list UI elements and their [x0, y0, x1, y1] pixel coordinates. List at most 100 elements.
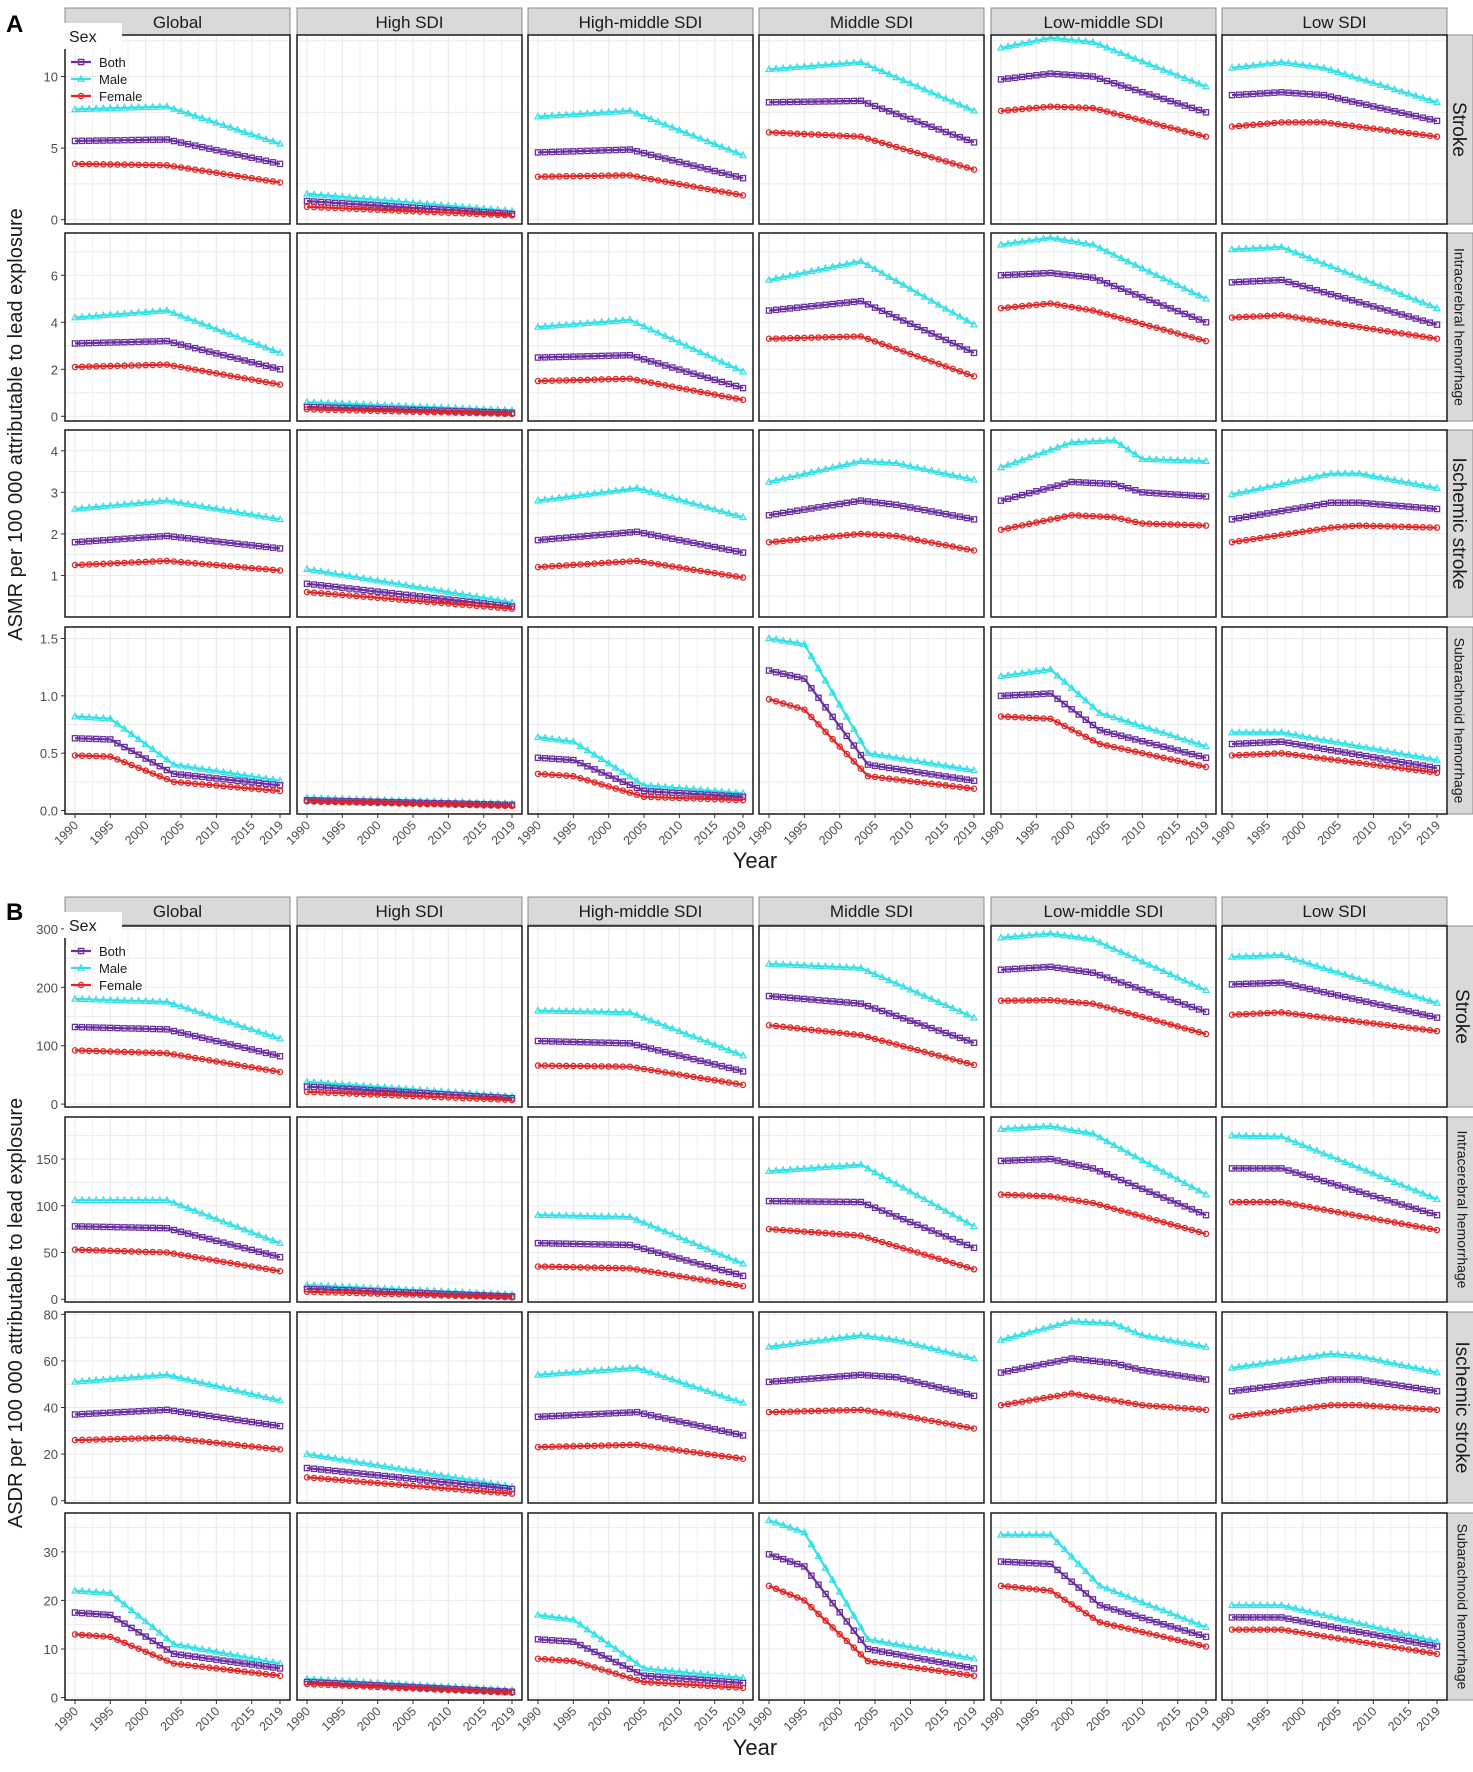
point-male: [247, 510, 256, 518]
point-both: [1363, 752, 1370, 760]
point-female: [829, 333, 836, 341]
point-both: [1082, 273, 1090, 281]
point-male: [863, 60, 872, 69]
point-both: [878, 763, 886, 771]
point-both: [584, 353, 591, 360]
point-male: [373, 195, 382, 203]
point-male: [359, 1081, 368, 1089]
point-both: [963, 136, 971, 144]
point-male: [1376, 473, 1385, 481]
point-female: [534, 173, 542, 180]
point-both: [1146, 739, 1153, 747]
point-male: [1312, 256, 1321, 264]
point-male: [1039, 34, 1048, 43]
point-male: [913, 288, 922, 296]
point-female: [241, 564, 248, 571]
point-male: [1319, 470, 1328, 478]
point-male: [696, 347, 705, 356]
point-both: [900, 317, 907, 324]
point-male: [78, 994, 87, 1003]
series-line-female: [1231, 121, 1438, 138]
series-line-both: [537, 354, 744, 390]
point-male: [856, 736, 865, 744]
point-male: [548, 321, 557, 329]
point-male: [1060, 235, 1069, 243]
point-both: [184, 535, 192, 542]
y-tick-label: 4: [51, 444, 58, 459]
point-female: [765, 129, 773, 136]
series-line-both: [306, 799, 513, 806]
panel-Global-Ischemic stroke: [64, 1311, 291, 1504]
point-female: [640, 558, 648, 566]
point-male: [863, 260, 872, 268]
x-tick-label: 2010: [193, 818, 223, 848]
point-male: [85, 712, 94, 721]
point-male: [134, 734, 143, 742]
point-female: [864, 772, 872, 780]
panel-Global-Intracerebral hemorrhage: [64, 1116, 291, 1303]
panel-bg: [65, 35, 290, 224]
point-female: [262, 566, 270, 573]
point-both: [676, 536, 683, 544]
point-male: [1159, 455, 1168, 463]
y-tick-label: 0: [51, 1097, 58, 1112]
point-both: [1271, 738, 1278, 746]
point-both: [765, 667, 773, 674]
point-male: [240, 770, 249, 779]
point-male: [1081, 696, 1090, 704]
series-line-both: [1000, 692, 1207, 759]
point-male: [640, 111, 649, 120]
point-male: [625, 484, 634, 492]
point-female: [1412, 332, 1420, 339]
series-both: [997, 478, 1210, 504]
point-female: [843, 750, 851, 758]
series-female: [71, 361, 284, 388]
panel-Middle SDI-Subarachnoid hemorrhage: [758, 626, 985, 815]
point-female: [1292, 751, 1299, 759]
point-both: [563, 756, 570, 763]
point-both: [718, 169, 726, 177]
point-female: [241, 173, 248, 181]
series-male: [533, 483, 748, 521]
column-strip-4: Low-middle SDI: [990, 7, 1217, 37]
point-both: [128, 338, 135, 346]
point-female: [836, 333, 843, 341]
point-both: [339, 584, 346, 591]
point-both: [1124, 288, 1132, 295]
point-both: [772, 668, 780, 676]
point-both: [213, 146, 220, 154]
point-female: [1341, 523, 1349, 530]
point-female: [198, 367, 206, 375]
point-female: [907, 777, 914, 785]
point-female: [1026, 520, 1033, 528]
point-male: [380, 1082, 389, 1091]
point-female: [170, 558, 178, 565]
point-female: [430, 800, 438, 808]
point-both: [220, 538, 227, 546]
column-label: Low-middle SDI: [1044, 902, 1164, 921]
series-line-female: [1000, 105, 1207, 138]
point-female: [303, 588, 311, 596]
point-male: [863, 748, 872, 756]
point-male: [1074, 437, 1083, 445]
point-both: [206, 145, 213, 152]
point-male: [127, 103, 136, 111]
point-female: [416, 800, 424, 808]
point-male: [233, 507, 242, 516]
point-male: [1376, 745, 1385, 753]
point-both: [815, 504, 822, 511]
point-both: [732, 547, 740, 555]
y-tick-label: 0: [51, 409, 58, 424]
point-male: [1256, 60, 1265, 68]
point-male: [576, 109, 585, 117]
point-male: [331, 191, 340, 200]
point-both: [942, 336, 949, 344]
point-female: [1235, 537, 1243, 545]
point-both: [997, 497, 1005, 504]
point-male: [177, 761, 186, 769]
y-axis-row-3: 0.00.51.01.5: [40, 631, 65, 819]
point-male: [899, 76, 908, 84]
point-both: [626, 146, 634, 153]
point-male: [1159, 274, 1168, 282]
point-male: [127, 308, 136, 317]
